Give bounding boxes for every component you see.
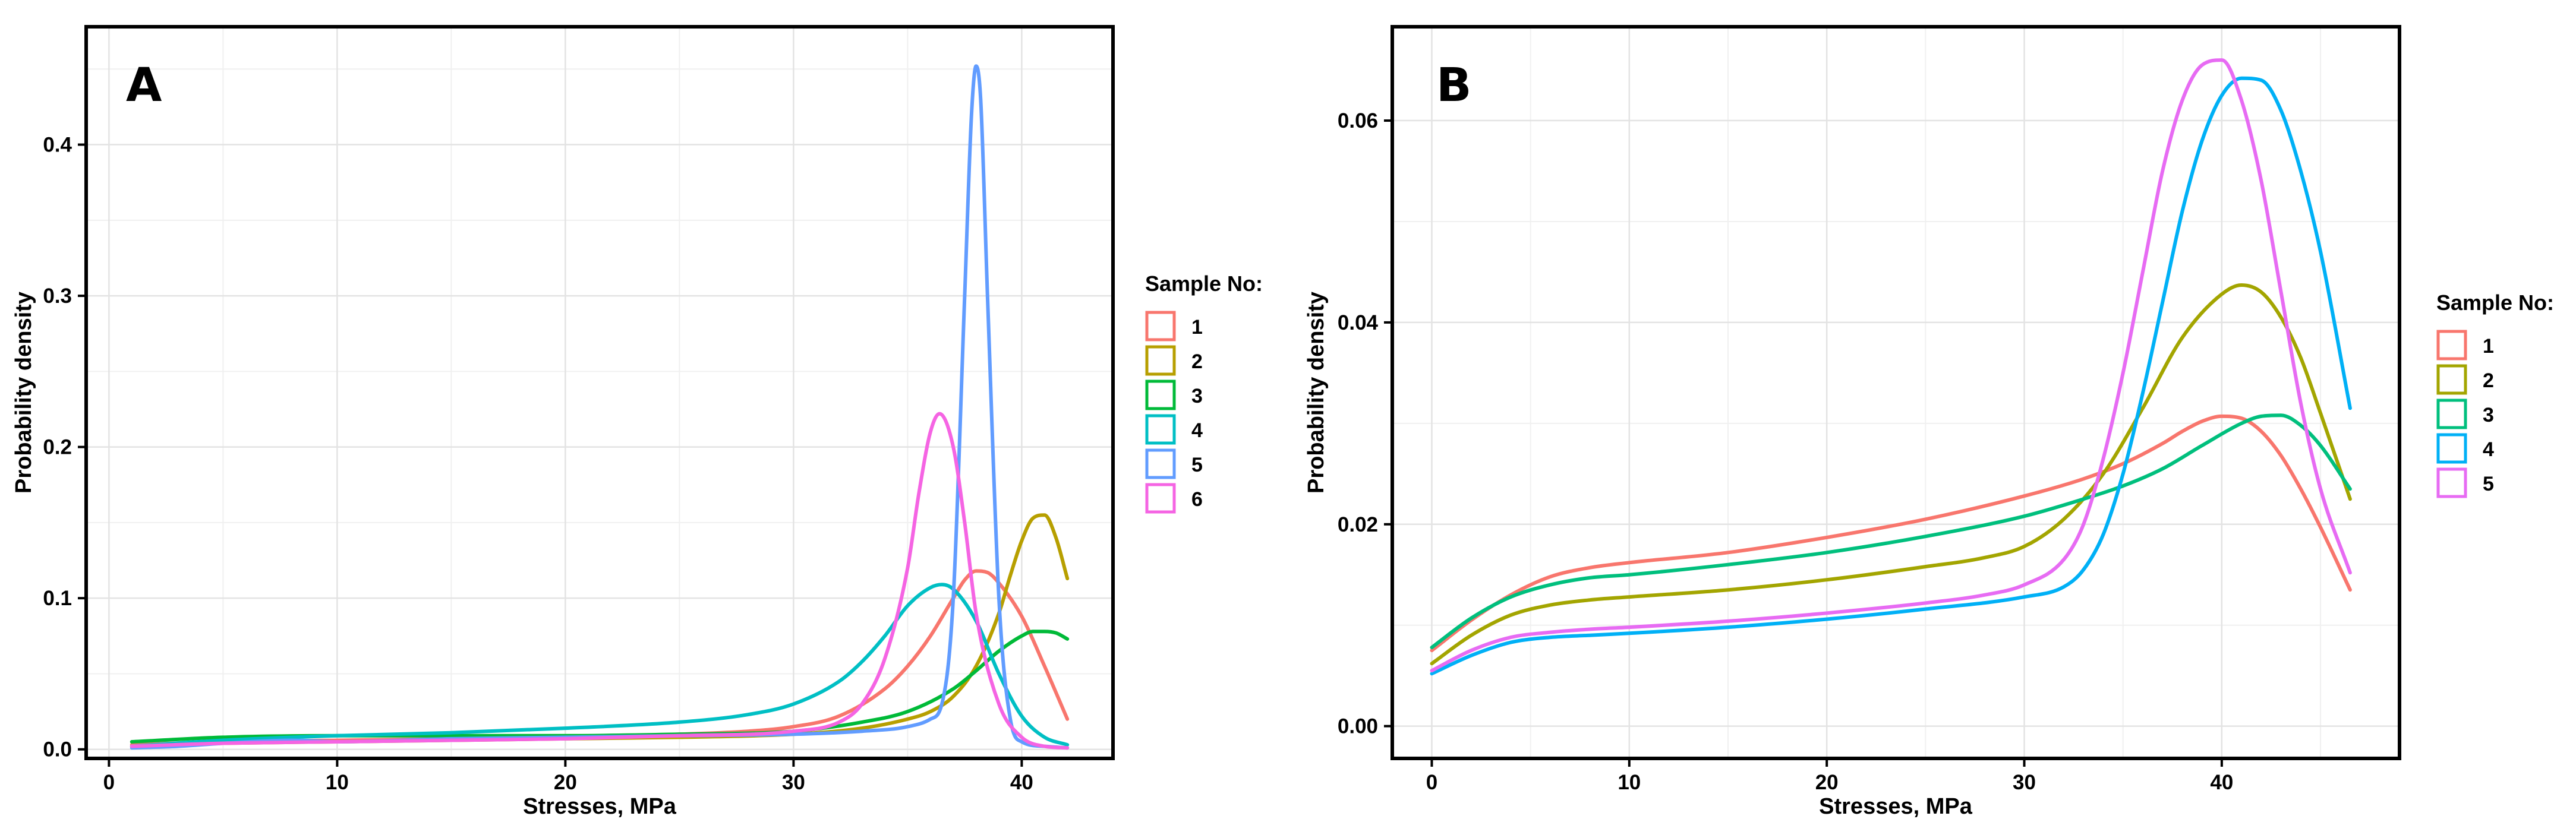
x-tick-label: 30 — [782, 771, 805, 794]
legend-label-1: 1 — [2483, 335, 2494, 358]
y-tick-label: 0.02 — [1338, 513, 1378, 536]
x-tick-label: 40 — [1010, 771, 1033, 794]
plot-b-legend-title: Sample No: — [2436, 290, 2554, 315]
legend-key-2 — [1145, 345, 1176, 376]
y-tick-label: 0.1 — [43, 587, 72, 610]
legend-label-5: 5 — [2483, 473, 2494, 495]
series-line-2 — [1430, 283, 2352, 666]
x-tick-label: 30 — [2013, 771, 2036, 794]
y-tick-label: 0.00 — [1338, 715, 1378, 738]
x-tick-label: 40 — [2210, 771, 2233, 794]
legend-key-5 — [1145, 448, 1176, 479]
y-tick-label: 0.06 — [1338, 109, 1378, 132]
legend-label-5: 5 — [1191, 454, 1203, 476]
legend-label-6: 6 — [1191, 488, 1203, 511]
plot-a-x-axis-title: Stresses, MPa — [523, 794, 677, 819]
x-tick-label: 0 — [103, 771, 115, 794]
x-tick-label: 20 — [554, 771, 577, 794]
plot-a-legend-title: Sample No: — [1145, 271, 1263, 296]
plot-b-x-ticks: 0 10 20 30 40 — [1426, 758, 2233, 794]
legend-key-3 — [2436, 399, 2467, 429]
series-line-1 — [1430, 414, 2352, 653]
plot-b-x-axis-title: Stresses, MPa — [1819, 794, 1973, 819]
legend-label-4: 4 — [1191, 419, 1203, 442]
legend-key-1 — [2436, 330, 2467, 361]
plot-a-background — [86, 27, 1113, 758]
y-tick-label: 0.3 — [43, 284, 72, 308]
series-line-4 — [130, 583, 1070, 748]
plot-a-border — [84, 25, 1115, 760]
legend-key-5 — [2436, 467, 2467, 498]
plot-b-series — [1430, 58, 2352, 676]
plot-a-legend: Sample No: 1 2 3 4 5 6 — [1145, 271, 1263, 514]
panel-a: 0 10 20 30 40 0.0 0.1 0.2 0.3 0.4 A Stresses, MP… — [11, 25, 1263, 819]
legend-label-2: 2 — [2483, 369, 2494, 392]
x-tick-label: 0 — [1426, 771, 1437, 794]
legend-key-1 — [1145, 311, 1176, 341]
plot-b-border — [1391, 25, 2401, 760]
plot-b-legend: Sample No: 1 2 3 4 5 — [2436, 290, 2554, 498]
legend-key-3 — [1145, 380, 1176, 410]
x-tick-label: 10 — [1618, 771, 1641, 794]
plot-b-background — [1392, 27, 2400, 758]
plot-b-y-axis-title: Probability density — [1304, 292, 1329, 494]
series-line-6 — [130, 412, 1070, 750]
x-tick-label: 20 — [1815, 771, 1839, 794]
plot-b-grid — [1392, 27, 2400, 758]
panel-b-letter: B — [1436, 59, 1471, 112]
legend-key-4 — [2436, 433, 2467, 464]
x-tick-label: 10 — [326, 771, 349, 794]
series-line-4 — [1430, 76, 2352, 676]
y-tick-label: 0.2 — [43, 436, 72, 459]
plot-a-x-ticks: 0 10 20 30 40 — [103, 758, 1033, 794]
panel-b: 0 10 20 30 40 0.00 0.02 0.04 0.06 B Stresses, M… — [1304, 25, 2554, 819]
series-line-3 — [1430, 413, 2352, 650]
legend-key-6 — [1145, 483, 1176, 514]
legend-key-4 — [1145, 414, 1176, 445]
y-tick-label: 0.04 — [1338, 311, 1379, 334]
legend-key-2 — [2436, 364, 2467, 395]
plot-a-y-ticks: 0.0 0.1 0.2 0.3 0.4 — [43, 134, 86, 761]
legend-label-4: 4 — [2483, 438, 2494, 461]
legend-label-3: 3 — [2483, 404, 2494, 426]
panel-a-letter: A — [126, 59, 162, 112]
y-tick-label: 0.0 — [43, 738, 72, 761]
legend-label-2: 2 — [1191, 350, 1203, 373]
plot-a-series — [130, 64, 1070, 750]
plot-a-y-axis-title: Probability density — [11, 292, 36, 494]
series-line-5 — [1430, 58, 2352, 673]
legend-label-1: 1 — [1191, 316, 1203, 339]
legend-label-3: 3 — [1191, 385, 1203, 407]
plot-b-y-ticks: 0.00 0.02 0.04 0.06 — [1338, 109, 1392, 738]
y-tick-label: 0.4 — [43, 134, 72, 157]
